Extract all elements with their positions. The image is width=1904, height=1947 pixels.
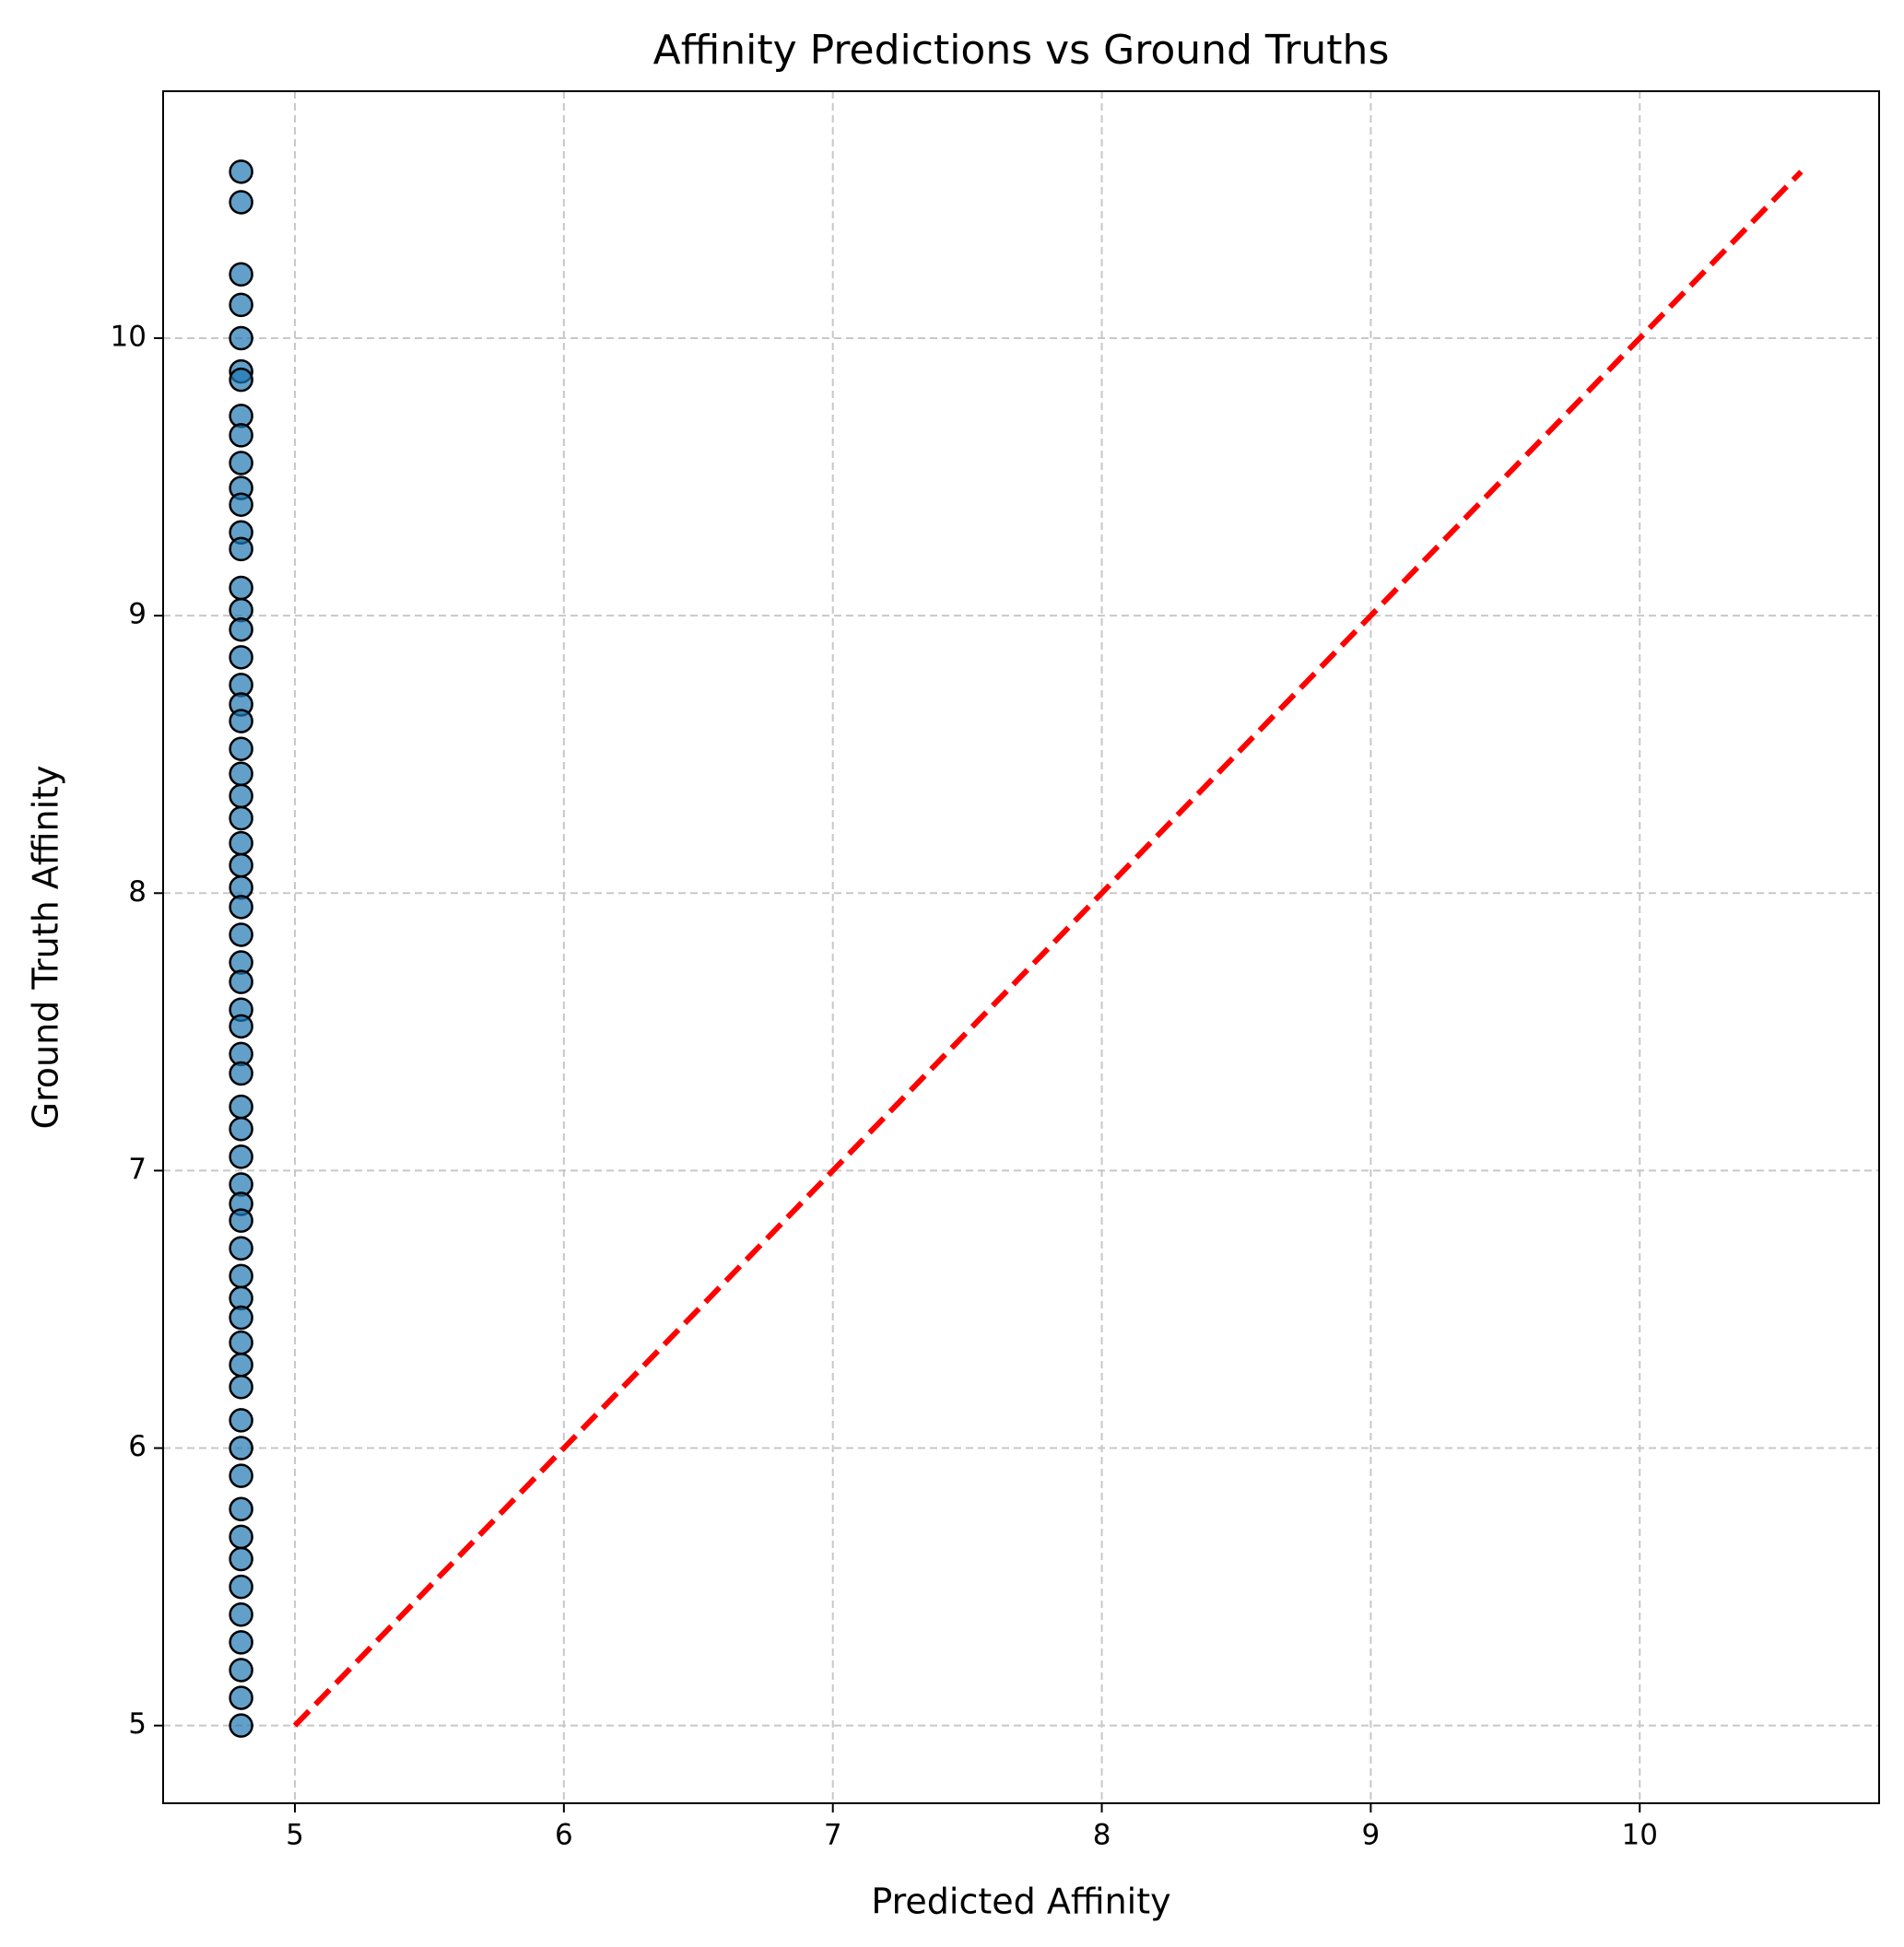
x-tick-label: 8 [1093,1819,1111,1852]
x-tick-label: 5 [286,1819,304,1852]
chart-title: Affinity Predictions vs Ground Truths [653,27,1390,74]
y-tick-label: 10 [111,321,147,354]
scatter-point [229,709,253,733]
scatter-point [229,367,253,393]
scatter-point [229,736,253,761]
scatter-point [229,190,253,215]
scatter-point [229,922,253,947]
y-tick-label: 7 [128,1153,147,1186]
x-tick-label: 6 [555,1819,573,1852]
scatter-point [229,1546,253,1572]
scatter-point [229,451,253,475]
scatter-point [229,1330,253,1355]
scatter-point [229,292,253,318]
x-axis-label: Predicted Affinity [871,1882,1170,1922]
x-tick-label: 7 [824,1819,842,1852]
y-axis-label: Ground Truth Affinity [26,765,66,1129]
y-tick-label: 5 [128,1707,147,1741]
scatter-point [229,1375,253,1400]
scatter-point [229,830,253,856]
scatter-point [229,1463,253,1488]
scatter-point [229,1263,253,1289]
scatter-point [229,1116,253,1142]
scatter-point [229,159,253,184]
scatter-point [229,1305,253,1331]
scatter-point [229,645,253,670]
scatter-point [229,1144,253,1169]
scatter-point [229,1630,253,1655]
x-tick-label: 10 [1622,1819,1658,1852]
scatter-point [229,1436,253,1460]
scatter-point [229,1236,253,1261]
scatter-point [229,1208,253,1233]
scatter-point [229,492,253,517]
scatter-point [229,895,253,920]
scatter-point [229,536,253,562]
scatter-point [229,423,253,448]
scatter-point [229,1713,253,1738]
scatter-point [229,1352,253,1378]
scatter-point [229,1685,253,1710]
scatter-point [229,761,253,787]
y-tick-label: 8 [128,875,147,909]
scatter-point [229,805,253,831]
scatter-point [229,969,253,994]
scatter-point [229,1658,253,1683]
scatter-point [229,575,253,601]
x-tick-label: 9 [1362,1819,1381,1852]
plot-frame [162,90,1880,1804]
scatter-point [229,1496,253,1522]
y-tick-label: 9 [128,598,147,631]
scatter-point [229,262,253,287]
scatter-point [229,325,253,351]
reference-line [292,170,1804,1728]
y-tick-label: 6 [128,1430,147,1463]
scatter-point [229,1014,253,1039]
scatter-point [229,783,253,809]
scatter-point [229,1524,253,1550]
scatter-point [229,852,253,878]
scatter-point [229,1094,253,1120]
scatter-point [229,1061,253,1086]
scatter-point [229,1574,253,1600]
scatter-point [229,1408,253,1433]
scatter-point [229,616,253,642]
scatter-point [229,1601,253,1627]
